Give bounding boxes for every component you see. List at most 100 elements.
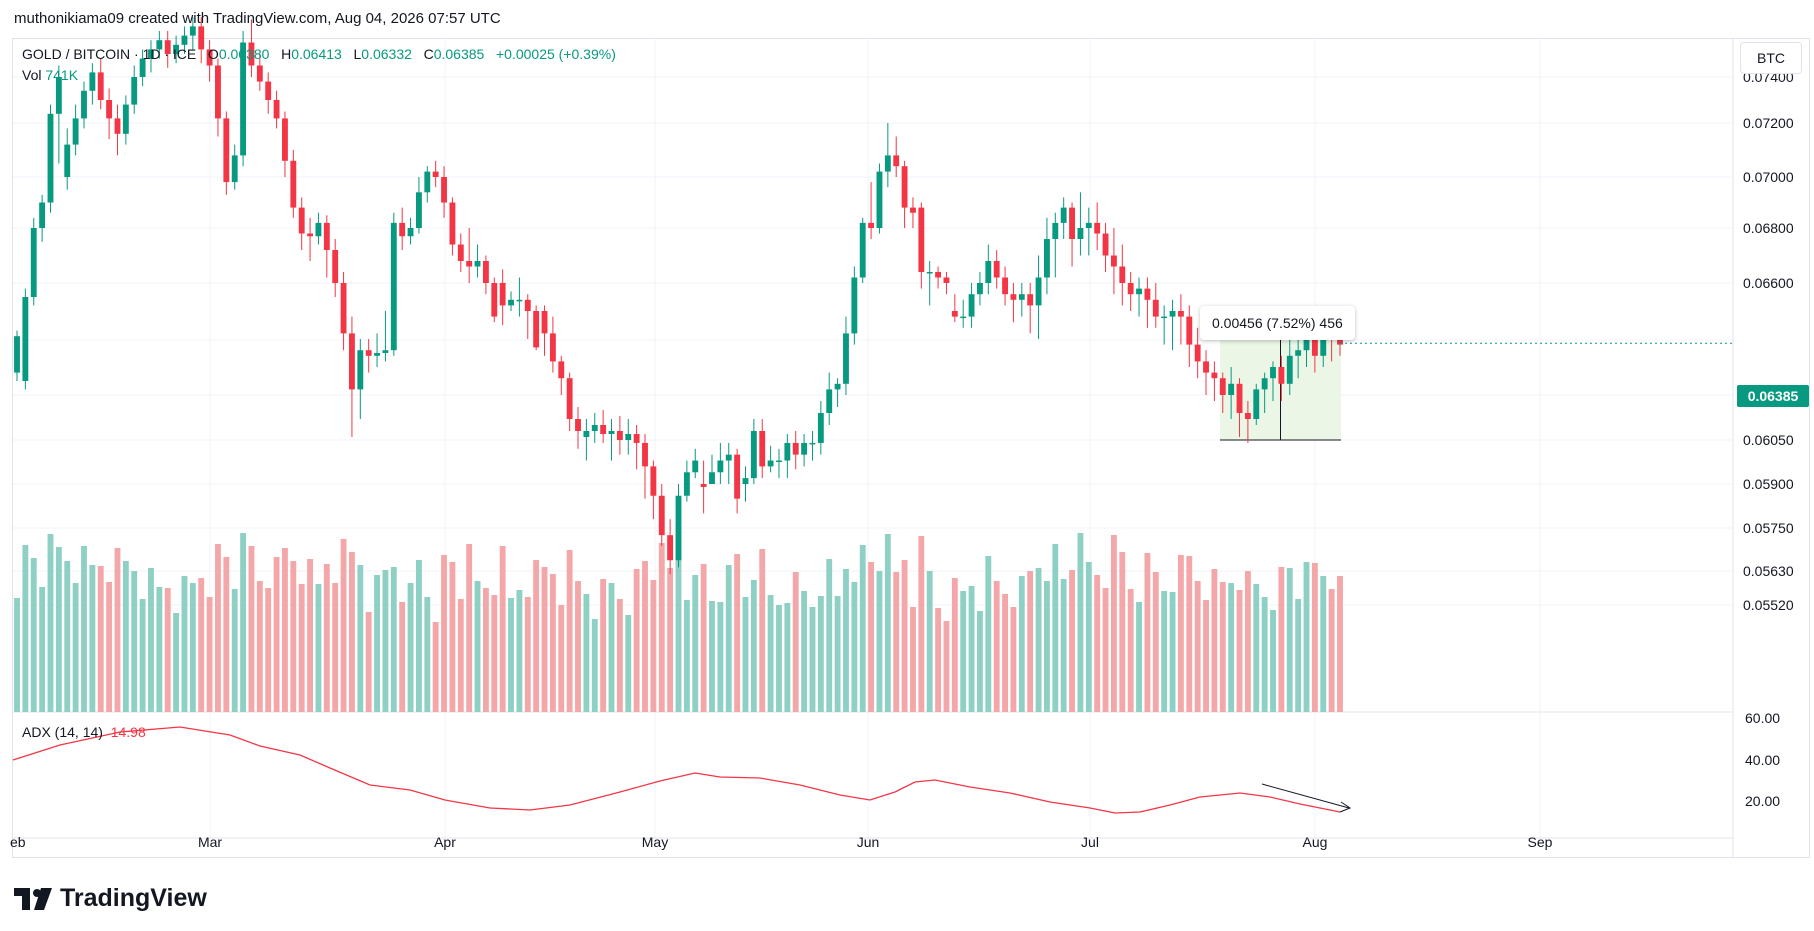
candle-body [89,72,96,91]
candle-body [558,361,565,379]
low-label: L [353,46,362,62]
volume-bar [106,582,113,712]
volume-value: 741K [45,67,79,83]
volume-bar [541,567,548,712]
volume-bar [834,596,841,712]
volume-bar [776,605,782,712]
volume-bar [340,539,347,712]
candle-body [164,40,171,54]
volume-bar [608,583,615,712]
volume-bar [935,608,942,712]
price-tick-label: 0.05900 [1743,476,1794,492]
volume-bar [499,546,506,712]
candle-body [1169,311,1176,317]
volume-bar [524,597,531,712]
volume-bar [809,607,816,712]
volume-bar [558,605,565,712]
candle-body [499,283,506,306]
candle-body [516,299,523,302]
candle-body [282,118,288,161]
candle-body [64,144,71,177]
candle-body [307,233,314,237]
volume-bar [164,588,171,712]
candle-body [390,222,397,351]
candle-body [22,297,29,381]
candle-body [1052,222,1059,239]
candle-body [340,283,347,334]
candle-body [893,155,900,167]
volume-bar [30,558,37,712]
volume-bar [1295,599,1302,712]
volume-bar [399,602,406,712]
volume-bar [893,572,900,712]
volume-bar [1261,597,1268,712]
candle-body [365,350,372,356]
currency-button[interactable]: BTC [1740,42,1802,74]
price-tick-label: 0.06800 [1743,220,1794,236]
volume-bar [1236,590,1243,712]
candle-body [1228,383,1235,395]
candle-body [240,42,247,156]
volume-bar [884,534,891,712]
time-tick-label: Apr [434,834,456,850]
volume-bar [382,570,389,712]
candle-body [298,207,305,234]
chart-frame [12,38,1810,858]
candle-body [1320,327,1327,356]
volume-bar [692,575,699,712]
adx-tick-label: 40.00 [1745,752,1780,768]
candle-body [1337,339,1343,345]
candle-body [616,431,623,440]
volume-bar [508,598,514,712]
candle-body [784,442,791,461]
price-tick-label: 0.06050 [1743,432,1794,448]
candle-body [72,118,79,145]
volume-bar [173,613,180,712]
volume-bar [876,571,883,712]
volume-bar [792,572,799,712]
volume-bar [1043,581,1050,712]
volume-bar [918,536,925,712]
volume-bar [248,546,255,712]
volume-bar [859,545,866,712]
volume-bar [591,619,598,712]
tradingview-logo[interactable]: TradingView [14,884,207,913]
candle-body [960,316,967,319]
volume-bar [1077,533,1084,712]
volume-bar [951,578,958,712]
volume-bar [47,534,54,712]
high-value: 0.06413 [291,46,342,62]
volume-bar [1069,570,1075,712]
volume-bar [1102,588,1109,712]
candle-body [792,442,799,455]
trend-arrow-head [1339,801,1352,813]
attribution: muthonikiama09 created with TradingView.… [14,10,501,27]
volume-bar [843,569,849,712]
candle-body [139,58,146,77]
candle-body [1085,222,1092,228]
volume-bar [298,584,305,712]
candle-body [541,311,548,334]
candle-body [357,350,364,390]
volume-bar [742,597,749,712]
volume-bar [725,565,732,712]
candle-body [776,460,782,463]
volume-bar [1152,572,1159,712]
last-price-tag: 0.06385 [1737,385,1809,407]
candle-body [265,81,272,100]
candle-body [692,460,699,473]
volume-bar [323,564,330,712]
volume-bar [72,583,79,712]
volume-bar [1320,576,1327,712]
candle-body [843,333,849,384]
candle-body [1278,367,1285,384]
candle-body [683,472,690,496]
candle-body [1136,288,1142,295]
volume-bar [390,567,397,712]
candle-body [650,466,657,496]
candle-body [323,222,330,250]
volume-bar [156,587,163,712]
volume-bar [1186,556,1193,712]
volume-bar [633,569,640,712]
